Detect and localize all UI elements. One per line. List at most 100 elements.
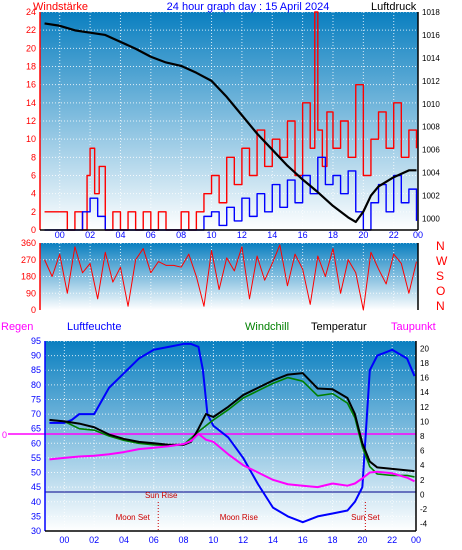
pressure-y-tick-label: 1000: [422, 215, 440, 224]
temperature-y-tick-label: 18: [420, 359, 429, 368]
temperature-x-tick-label: 16: [298, 535, 308, 545]
temperature-label: Temperatur: [311, 321, 367, 333]
wind-x-tick-label: 20: [358, 230, 368, 240]
wind-y-tick-label: 6: [31, 171, 36, 181]
wind-y-tick-label: 18: [26, 62, 36, 72]
wind-x-tick-label: 10: [207, 230, 217, 240]
humidity-y-tick-label: 85: [31, 365, 41, 375]
wind-x-tick-label: 14: [267, 230, 277, 240]
temperature-x-tick-label: 06: [149, 535, 159, 545]
direction-y-tick-label: 270: [21, 255, 36, 265]
chart-title: 24 hour graph day : 15 April 2024: [167, 1, 330, 13]
humidity-y-tick-label: 60: [31, 438, 41, 448]
direction-y-tick-label: 360: [21, 238, 36, 248]
humidity-y-tick-label: 65: [31, 424, 41, 434]
temperature-x-tick-label: 18: [328, 535, 338, 545]
temperature-x-tick-label: 20: [357, 535, 367, 545]
humidity-y-tick-label: 80: [31, 380, 41, 390]
wind-y-tick-label: 8: [31, 152, 36, 162]
temperature-y-tick-label: 8: [420, 432, 425, 441]
temperature-x-tick-label: 14: [268, 535, 278, 545]
wind-x-tick-label: 18: [328, 230, 338, 240]
direction-y-tick-label: 0: [31, 305, 36, 315]
pressure-y-tick-label: 1008: [422, 123, 440, 132]
wind-x-tick-label: 00: [55, 230, 65, 240]
compass-label: W: [436, 254, 448, 268]
pressure-y-tick-label: 1016: [422, 31, 440, 40]
rain-zero-tick: 0: [2, 430, 7, 440]
humidity-y-tick-label: 50: [31, 468, 41, 478]
wind-y-tick-label: 2: [31, 207, 36, 217]
wind-x-tick-label: 08: [176, 230, 186, 240]
compass-label: N: [436, 239, 445, 253]
astro-annotation: Moon Rise: [220, 513, 259, 522]
temperature-y-tick-label: 14: [420, 388, 429, 397]
wind-y-tick-label: 4: [31, 189, 36, 199]
humidity-label: Luftfeuchte: [67, 321, 121, 333]
temperature-y-tick-label: 16: [420, 374, 429, 383]
temperature-y-tick-label: 6: [420, 447, 425, 456]
temperature-y-tick-label: 4: [420, 461, 425, 470]
temperature-y-tick-label: 0: [420, 490, 425, 499]
astro-annotation: Sun Rise: [145, 491, 178, 500]
pressure-y-tick-label: 1006: [422, 146, 440, 155]
wind-y-tick-label: 24: [26, 7, 36, 17]
temperature-x-tick-label: 04: [119, 535, 129, 545]
wind-x-tick-label: 22: [389, 230, 399, 240]
wind-x-tick-label: 00: [413, 230, 423, 240]
temperature-series-line: [49, 372, 415, 473]
windchill-label: Windchill: [245, 321, 289, 333]
temperature-background: [45, 341, 416, 531]
pressure-y-tick-label: 1002: [422, 192, 440, 201]
temperature-x-tick-label: 10: [208, 535, 218, 545]
temperature-x-tick-label: 02: [89, 535, 99, 545]
temperature-y-tick-label: 20: [420, 344, 429, 353]
temperature-y-tick-label: 10: [420, 417, 429, 426]
temperature-x-tick-label: 08: [179, 535, 189, 545]
wind-y-tick-label: 16: [26, 80, 36, 90]
wind-x-tick-label: 04: [115, 230, 125, 240]
windchill-series-line: [49, 376, 415, 478]
pressure-y-tick-label: 1010: [422, 100, 440, 109]
humidity-y-tick-label: 40: [31, 497, 41, 507]
pressure-axis-label: Luftdruck: [371, 1, 417, 13]
humidity-y-tick-label: 55: [31, 453, 41, 463]
wind-y-tick-label: 12: [26, 116, 36, 126]
humidity-y-tick-label: 95: [31, 336, 41, 346]
temperature-y-tick-label: 12: [420, 403, 429, 412]
pressure-y-tick-label: 1004: [422, 169, 440, 178]
wind-y-tick-label: 20: [26, 43, 36, 53]
compass-label: N: [436, 299, 445, 313]
wind-y-tick-label: 10: [26, 134, 36, 144]
humidity-y-tick-label: 75: [31, 394, 41, 404]
dewpoint-label: Taupunkt: [391, 321, 436, 333]
wind-y-tick-label: 14: [26, 98, 36, 108]
wind-x-tick-label: 16: [298, 230, 308, 240]
compass-label: S: [436, 269, 444, 283]
dewpoint-series-line: [49, 432, 415, 489]
temperature-x-tick-label: 00: [411, 535, 421, 545]
wind-y-tick-label: 22: [26, 25, 36, 35]
wind-axis-label: Windstärke: [33, 1, 88, 13]
humidity-y-tick-label: 45: [31, 482, 41, 492]
wind-x-tick-label: 06: [146, 230, 156, 240]
pressure-y-tick-label: 1018: [422, 8, 440, 17]
humidity-y-tick-label: 70: [31, 409, 41, 419]
temperature-y-tick-label: -2: [420, 505, 428, 514]
pressure-y-tick-label: 1012: [422, 77, 440, 86]
astro-annotation: Moon Set: [116, 513, 151, 522]
temperature-x-tick-label: 12: [238, 535, 248, 545]
direction-y-tick-label: 180: [21, 272, 36, 282]
rain-label: Regen: [1, 321, 33, 333]
wind-x-tick-label: 12: [237, 230, 247, 240]
wind-x-tick-label: 02: [85, 230, 95, 240]
compass-label: O: [436, 284, 445, 298]
humidity-y-tick-label: 30: [31, 526, 41, 536]
wind-y-tick-label: 0: [31, 225, 36, 235]
temperature-humidity-panel: Regen Luftfeuchte Windchill Temperatur T…: [1, 321, 436, 545]
temperature-x-tick-label: 22: [387, 535, 397, 545]
wind-direction-series-line: [44, 244, 417, 311]
